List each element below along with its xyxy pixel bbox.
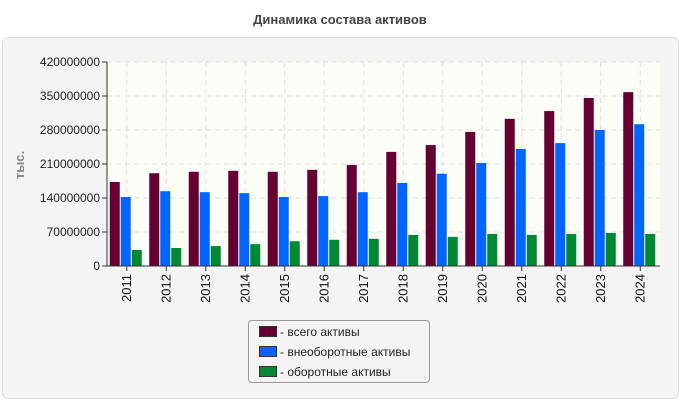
- x-tick-label: 2023: [593, 274, 608, 303]
- legend-swatch: [259, 346, 277, 357]
- legend-label: - всего активы: [280, 324, 360, 339]
- x-tick-label: 2014: [237, 274, 252, 303]
- x-tick-label: 2018: [395, 274, 410, 303]
- bar-2021-2: [526, 234, 537, 266]
- bar-2024-0: [623, 92, 634, 266]
- bar-2024-2: [645, 233, 656, 266]
- bar-2023-0: [583, 97, 594, 266]
- bar-2016-2: [329, 239, 340, 266]
- x-tick-label: 2012: [158, 274, 173, 303]
- bar-2015-0: [267, 171, 278, 266]
- legend-label: - внеоборотные активы: [280, 344, 411, 359]
- bar-2017-1: [357, 192, 368, 266]
- bar-2014-1: [239, 193, 250, 266]
- bar-2024-1: [634, 124, 645, 267]
- x-tick-label: 2017: [356, 274, 371, 303]
- bar-2013-1: [199, 192, 210, 266]
- legend: - всего активы - внеоборотные активы - обо…: [248, 320, 430, 383]
- y-tick-label: 140000000: [40, 191, 100, 205]
- legend-item: - внеоборотные активы: [249, 342, 429, 361]
- bar-2012-1: [160, 191, 171, 266]
- bar-2019-2: [447, 236, 458, 266]
- bar-2018-0: [386, 151, 397, 266]
- bar-2011-1: [120, 197, 131, 266]
- x-tick-label: 2021: [514, 274, 529, 303]
- legend-item: - всего активы: [249, 322, 429, 341]
- bar-2013-2: [210, 246, 221, 266]
- bar-2020-1: [476, 163, 487, 266]
- bar-2015-2: [289, 241, 300, 266]
- y-tick-label: 70000000: [47, 225, 101, 239]
- bar-2021-1: [515, 148, 526, 266]
- bar-2021-0: [504, 118, 515, 266]
- y-tick-label: 280000000: [40, 123, 100, 137]
- bar-2017-0: [346, 164, 357, 266]
- bar-2020-0: [465, 131, 476, 266]
- legend-item: - оборотные активы: [249, 362, 429, 381]
- bar-2012-0: [149, 173, 160, 266]
- bar-2018-2: [408, 234, 419, 266]
- y-tick-label: 350000000: [40, 89, 100, 103]
- x-tick-label: 2020: [474, 274, 489, 303]
- bar-2013-0: [188, 171, 199, 266]
- legend-label: - оборотные активы: [280, 364, 391, 379]
- x-tick-label: 2024: [632, 274, 647, 303]
- bar-2012-2: [171, 248, 182, 266]
- bar-2022-0: [544, 111, 555, 266]
- x-tick-label: 2011: [119, 274, 134, 302]
- bar-2019-0: [425, 145, 436, 266]
- x-tick-label: 2016: [316, 274, 331, 303]
- bar-2014-2: [250, 244, 261, 266]
- bar-2017-2: [368, 238, 379, 266]
- bar-2023-1: [594, 130, 605, 266]
- bar-2018-1: [397, 182, 408, 266]
- x-tick-label: 2013: [198, 274, 213, 303]
- bar-2014-0: [228, 170, 239, 266]
- bar-2019-1: [436, 173, 447, 266]
- bar-2011-2: [131, 249, 142, 266]
- bar-2016-0: [307, 169, 318, 266]
- y-tick-label: 420000000: [40, 55, 100, 69]
- x-tick-label: 2015: [277, 274, 292, 303]
- legend-swatch: [259, 366, 277, 377]
- x-tick-label: 2019: [435, 274, 450, 303]
- y-tick-label: 210000000: [40, 157, 100, 171]
- x-tick-label: 2022: [553, 274, 568, 303]
- legend-swatch: [259, 326, 277, 337]
- bar-2020-2: [487, 233, 498, 266]
- bar-2015-1: [278, 197, 289, 266]
- bar-2022-1: [555, 143, 566, 266]
- bar-2023-2: [605, 232, 616, 266]
- chart-title: Динамика состава активов: [253, 12, 427, 27]
- y-axis-label: тыс.: [12, 151, 27, 179]
- y-tick-label: 0: [93, 259, 100, 273]
- bar-2022-2: [566, 233, 577, 266]
- bar-2016-1: [318, 196, 329, 266]
- bar-2011-0: [109, 181, 120, 266]
